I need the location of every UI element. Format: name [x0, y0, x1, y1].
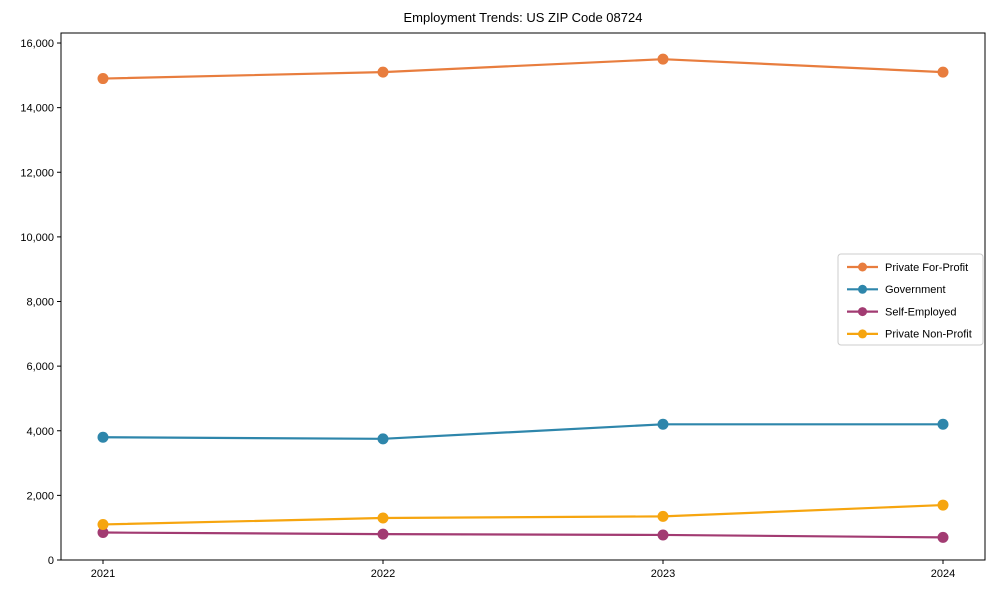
- legend-swatch-marker-government: [858, 284, 867, 294]
- y-axis-tick-label: 0: [48, 555, 54, 567]
- data-point-government: [657, 418, 669, 430]
- legend-swatch-marker-private-for-profit: [858, 262, 867, 272]
- legend-swatch-marker-private-non-profit: [858, 329, 867, 339]
- x-axis-tick-label: 2024: [931, 568, 955, 580]
- plot-area: [60, 32, 986, 561]
- legend-label-private-for-profit: Private For-Profit: [885, 262, 968, 274]
- data-point-government: [97, 431, 109, 443]
- series-line-private-non-profit: [102, 503, 944, 526]
- data-point-private-non-profit: [657, 510, 669, 522]
- chart-title: Employment Trends: US ZIP Code 08724: [404, 10, 643, 25]
- data-point-government: [377, 433, 389, 445]
- data-point-self-employed: [657, 529, 669, 541]
- legend-label-government: Government: [885, 284, 946, 296]
- x-axis-tick-label: 2022: [371, 568, 395, 580]
- x-axis-tick-label: 2021: [91, 568, 115, 580]
- x-axis-tick-label: 2023: [651, 568, 675, 580]
- y-axis-tick-label: 12,000: [20, 167, 54, 179]
- y-axis-tick-label: 10,000: [20, 232, 54, 244]
- y-axis-tick-label: 14,000: [20, 103, 54, 115]
- legend-label-self-employed: Self-Employed: [885, 306, 957, 318]
- data-point-private-for-profit: [937, 66, 949, 78]
- data-point-self-employed: [937, 531, 949, 543]
- y-axis-tick-label: 2,000: [26, 490, 54, 502]
- series-line-government: [102, 423, 943, 440]
- y-axis-tick-label: 4,000: [26, 426, 54, 438]
- series-line-self-employed: [102, 531, 944, 539]
- legend-label-private-non-profit: Private Non-Profit: [885, 329, 972, 341]
- data-point-self-employed: [377, 528, 389, 540]
- y-axis-tick-label: 16,000: [20, 38, 54, 50]
- y-axis-tick-label: 6,000: [26, 361, 54, 373]
- data-point-private-non-profit: [937, 499, 949, 511]
- data-point-self-employed: [97, 527, 109, 539]
- data-point-private-non-profit: [377, 512, 389, 524]
- y-axis-tick-label: 8,000: [26, 297, 54, 309]
- legend-box: [837, 253, 984, 346]
- legend-swatch-marker-self-employed: [858, 307, 867, 317]
- data-point-private-for-profit: [657, 53, 669, 65]
- data-point-private-for-profit: [97, 73, 109, 85]
- data-point-private-non-profit: [97, 518, 109, 530]
- data-point-private-for-profit: [377, 66, 389, 78]
- series-line-private-for-profit: [102, 58, 944, 80]
- data-point-government: [937, 418, 949, 430]
